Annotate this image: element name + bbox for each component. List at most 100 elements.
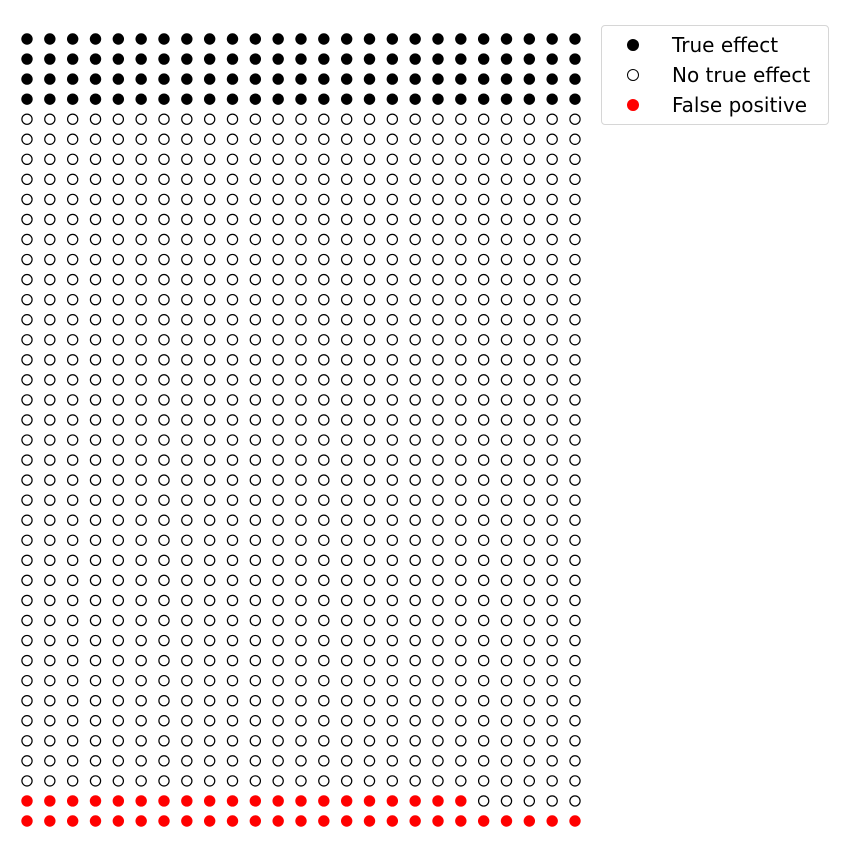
dot-no-true-effect xyxy=(295,173,307,186)
dot-no-true-effect xyxy=(272,414,284,426)
dot-no-true-effect xyxy=(112,755,125,767)
dot-no-true-effect xyxy=(21,233,33,246)
dot-no-true-effect xyxy=(226,594,239,607)
dot-false-positive xyxy=(546,815,558,827)
dot-no-true-effect xyxy=(203,293,216,306)
dot-no-true-effect xyxy=(409,253,421,266)
dot-no-true-effect xyxy=(181,715,193,727)
dot-no-true-effect xyxy=(112,394,125,406)
dot-no-true-effect xyxy=(181,474,193,486)
dot-true-effect xyxy=(112,93,125,105)
dot-no-true-effect xyxy=(226,674,239,687)
dot-no-true-effect xyxy=(181,233,193,246)
dot-no-true-effect xyxy=(272,394,284,406)
dot-no-true-effect xyxy=(318,654,330,667)
dot-no-true-effect xyxy=(340,574,353,587)
dot-false-positive xyxy=(203,815,216,827)
dot-true-effect xyxy=(135,53,147,65)
dot-no-true-effect xyxy=(21,494,33,506)
dot-no-true-effect xyxy=(455,253,467,266)
dot-no-true-effect xyxy=(455,434,467,446)
dot-no-true-effect xyxy=(203,414,216,426)
dot-no-true-effect xyxy=(477,634,490,647)
dot-no-true-effect xyxy=(386,113,399,125)
dot-no-true-effect xyxy=(318,354,330,366)
dot-no-true-effect xyxy=(21,514,33,526)
dot-no-true-effect xyxy=(500,494,513,506)
dot-no-true-effect xyxy=(386,213,399,226)
dot-no-true-effect xyxy=(66,735,79,747)
dot-no-true-effect xyxy=(66,233,79,246)
dot-false-positive xyxy=(112,815,125,827)
dot-no-true-effect xyxy=(295,153,307,166)
dot-false-positive xyxy=(226,795,239,807)
dot-no-true-effect xyxy=(272,654,284,667)
dot-no-true-effect xyxy=(546,694,558,707)
dot-no-true-effect xyxy=(249,775,262,787)
dot-no-true-effect xyxy=(432,354,444,366)
dot-no-true-effect xyxy=(455,614,467,627)
dot-no-true-effect xyxy=(181,614,193,627)
dot-no-true-effect xyxy=(226,273,239,286)
dot-no-true-effect xyxy=(500,634,513,647)
dot-no-true-effect xyxy=(569,293,581,306)
dot-no-true-effect xyxy=(44,334,56,346)
dot-no-true-effect xyxy=(44,755,56,767)
dot-no-true-effect xyxy=(432,494,444,506)
dot-no-true-effect xyxy=(135,314,147,326)
dot-no-true-effect xyxy=(112,474,125,486)
dot-no-true-effect xyxy=(44,233,56,246)
dot-no-true-effect xyxy=(135,494,147,506)
dot-no-true-effect xyxy=(112,434,125,446)
dot-no-true-effect xyxy=(500,715,513,727)
dot-no-true-effect xyxy=(363,233,376,246)
dot-no-true-effect xyxy=(318,594,330,607)
dot-true-effect xyxy=(89,73,102,85)
dot-true-effect xyxy=(295,93,307,105)
legend-marker-false-positive xyxy=(627,99,639,111)
dot-no-true-effect xyxy=(386,674,399,687)
dot-true-effect xyxy=(340,53,353,65)
dot-no-true-effect xyxy=(363,694,376,707)
dot-no-true-effect xyxy=(500,273,513,286)
dot-no-true-effect xyxy=(44,454,56,466)
dot-no-true-effect xyxy=(455,634,467,647)
dot-no-true-effect xyxy=(340,694,353,707)
dot-no-true-effect xyxy=(409,434,421,446)
dot-no-true-effect xyxy=(363,394,376,406)
dot-no-true-effect xyxy=(249,674,262,687)
dot-no-true-effect xyxy=(363,173,376,186)
dot-no-true-effect xyxy=(135,735,147,747)
dot-true-effect xyxy=(181,73,193,85)
dot-no-true-effect xyxy=(546,394,558,406)
dot-no-true-effect xyxy=(203,574,216,587)
dot-no-true-effect xyxy=(226,694,239,707)
dot-no-true-effect xyxy=(272,594,284,607)
dot-no-true-effect xyxy=(409,394,421,406)
dot-no-true-effect xyxy=(546,554,558,567)
dot-no-true-effect xyxy=(295,394,307,406)
dot-no-true-effect xyxy=(89,414,102,426)
dot-no-true-effect xyxy=(89,614,102,627)
dot-no-true-effect xyxy=(295,354,307,366)
dot-no-true-effect xyxy=(21,394,33,406)
dot-no-true-effect xyxy=(181,293,193,306)
dot-no-true-effect xyxy=(249,354,262,366)
dot-no-true-effect xyxy=(181,755,193,767)
dot-no-true-effect xyxy=(66,273,79,286)
dot-no-true-effect xyxy=(66,634,79,647)
dot-no-true-effect xyxy=(386,514,399,526)
dot-no-true-effect xyxy=(112,193,125,206)
dot-no-true-effect xyxy=(546,574,558,587)
dot-no-true-effect xyxy=(158,394,170,406)
dot-no-true-effect xyxy=(500,253,513,266)
legend-item-no-true-effect: No true effect xyxy=(602,60,828,90)
dot-no-true-effect xyxy=(363,354,376,366)
dot-no-true-effect xyxy=(477,414,490,426)
dot-no-true-effect xyxy=(432,634,444,647)
dot-no-true-effect xyxy=(21,434,33,446)
dot-no-true-effect xyxy=(135,674,147,687)
dot-no-true-effect xyxy=(386,474,399,486)
dot-no-true-effect xyxy=(455,474,467,486)
dot-no-true-effect xyxy=(455,674,467,687)
